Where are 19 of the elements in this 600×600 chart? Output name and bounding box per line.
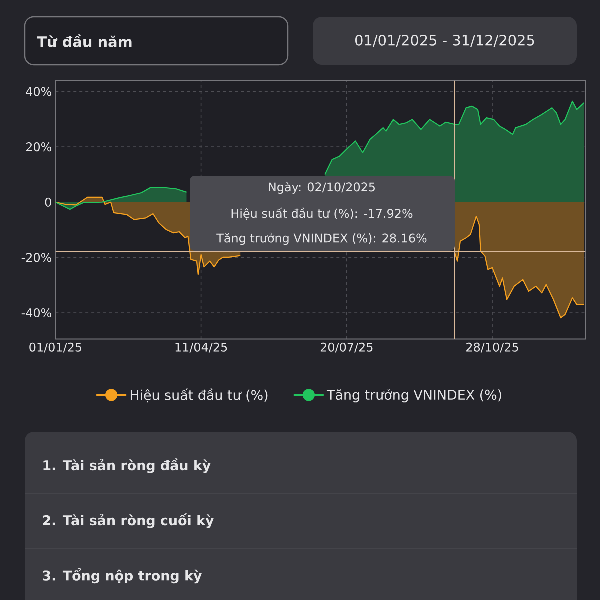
x-tick-label: 01/01/25 [30,342,82,353]
annotation: Tăng trưởng VNINDEX (%): 28.16% [216,232,427,246]
x-tick-label: 28/10/25 [466,342,518,353]
y-tick-label: 20% [26,142,52,152]
text: Từ đầu năm [37,34,132,48]
y-tick-label: -40% [22,308,52,318]
y-tick-label: 40% [26,87,52,96]
text: 01/01/2025 - 31/12/2025 [356,34,534,48]
y-tick-label: -20% [22,253,52,262]
x-tick-label: 20/07/25 [320,342,373,353]
legend-label: Hiệu suất đầu tư (%) [130,388,268,403]
text: 1. Tài sản ròng đầu kỳ [44,458,211,474]
x-tick-label: 11/04/25 [176,342,228,353]
legend-label: Tăng trưởng VNINDEX (%) [326,388,502,403]
annotation: Ngày: 02/10/2025 [269,182,375,194]
y-tick-label: 0 [45,198,52,207]
annotation: Hiệu suất đầu tư (%): -17.92% [232,208,413,220]
text: 2. Tài sản ròng cuối kỳ [43,514,214,528]
text: 3. Tổng nộp trong kỳ [43,568,202,584]
